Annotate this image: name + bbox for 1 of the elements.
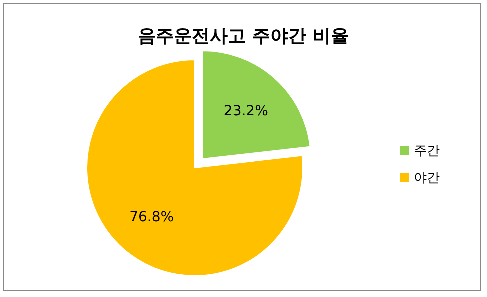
title: 음주운전사고 주야간 비율 bbox=[138, 26, 349, 47]
